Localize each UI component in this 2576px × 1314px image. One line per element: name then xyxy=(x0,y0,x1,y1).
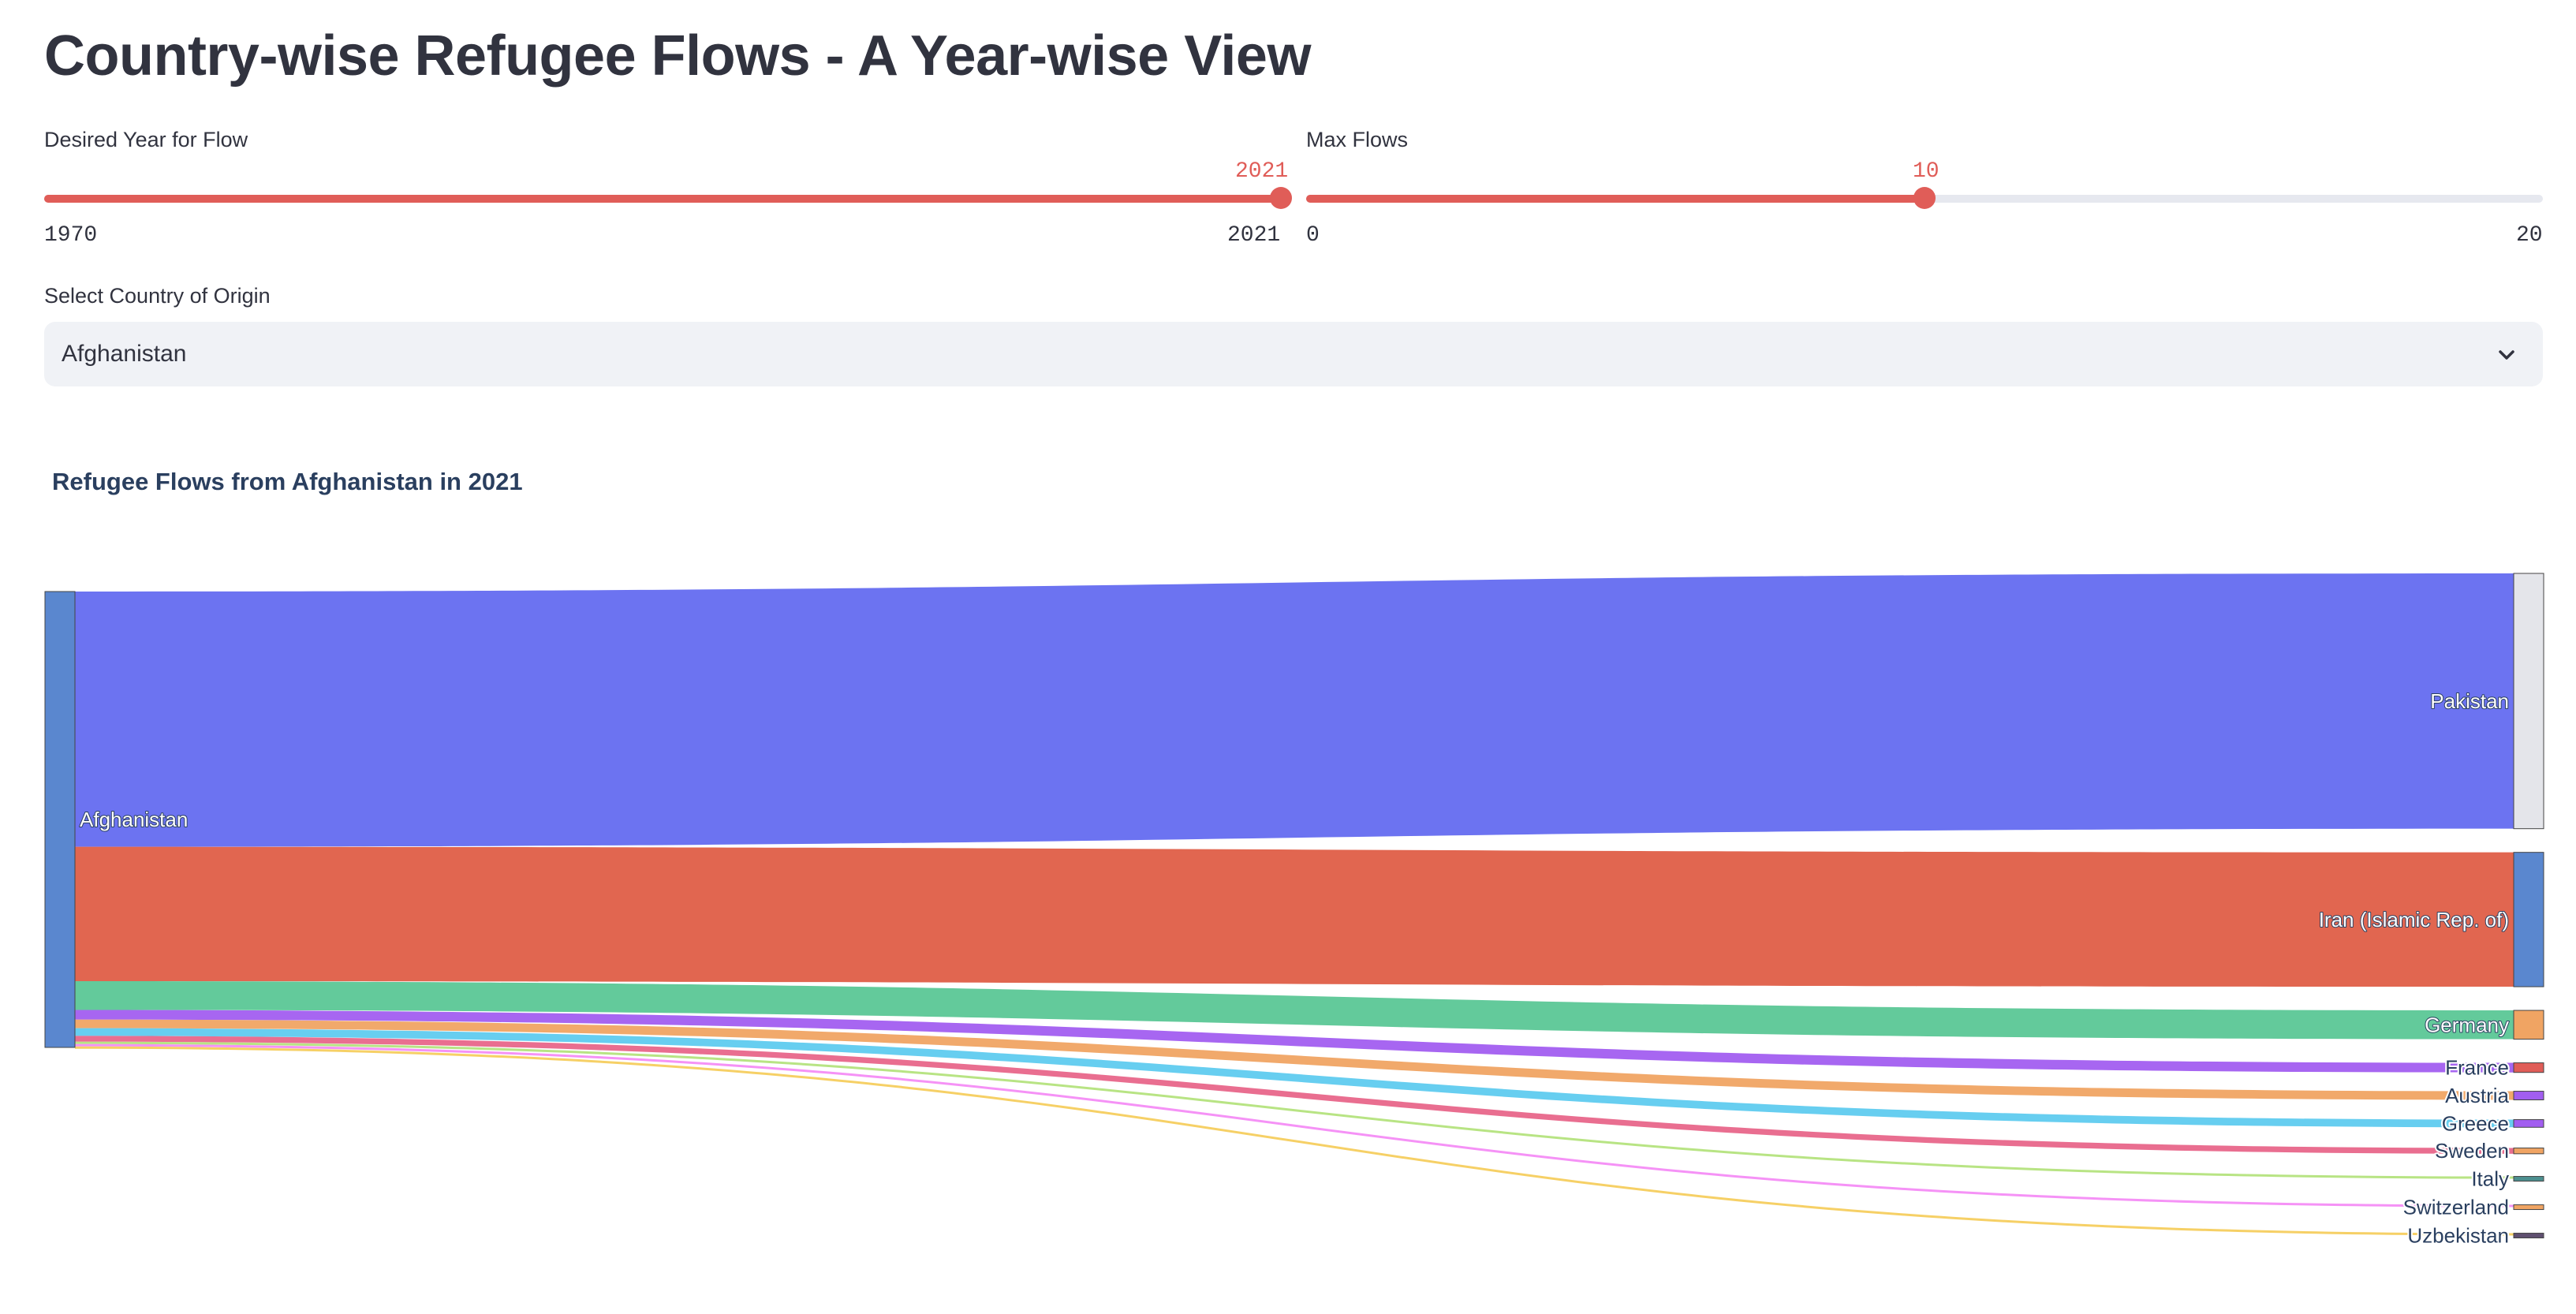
origin-select[interactable]: Afghanistan xyxy=(44,322,2543,386)
sankey-node-target[interactable] xyxy=(2513,1010,2544,1040)
sankey-link-france[interactable] xyxy=(75,1010,2514,1073)
flows-slider-fill xyxy=(1306,195,1925,203)
sankey-node-target[interactable] xyxy=(2513,1233,2544,1239)
year-slider-min: 1970 xyxy=(44,223,98,248)
year-slider-thumb[interactable] xyxy=(1270,187,1292,209)
flows-slider-track[interactable] xyxy=(1306,187,2543,209)
sankey-node-target[interactable] xyxy=(2513,1119,2544,1128)
sankey-link-iran-islamic-rep-of-[interactable] xyxy=(75,846,2514,987)
flows-slider-max: 20 xyxy=(2516,223,2543,248)
flows-slider-min: 0 xyxy=(1306,223,1320,248)
year-slider-max: 2021 xyxy=(1227,223,1281,248)
sankey-node-label: Austria xyxy=(2445,1084,2509,1107)
sankey-link-switzerland[interactable] xyxy=(75,1043,2514,1208)
sankey-node-source[interactable] xyxy=(44,591,76,1048)
sankey-node-target[interactable] xyxy=(2513,852,2544,987)
sankey-link-italy[interactable] xyxy=(75,1041,2514,1179)
chevron-down-icon xyxy=(2499,350,2514,360)
sankey-node-label: Sweden xyxy=(2435,1139,2509,1163)
chart-title: Refugee Flows from Afghanistan in 2021 xyxy=(52,468,523,495)
sankey-link-austria[interactable] xyxy=(75,1019,2514,1100)
sankey-node-target[interactable] xyxy=(2513,1148,2544,1155)
sankey-node-target[interactable] xyxy=(2513,1091,2544,1100)
year-slider-label: Desired Year for Flow xyxy=(44,128,248,151)
flows-slider-label: Max Flows xyxy=(1306,128,1409,151)
year-slider-track[interactable] xyxy=(44,187,1292,209)
year-slider-current-value: 2021 xyxy=(1235,159,1289,184)
sankey-node-target[interactable] xyxy=(2513,573,2544,830)
sankey-node-label: Germany xyxy=(2425,1013,2509,1036)
sankey-link-sweden[interactable] xyxy=(75,1036,2514,1154)
sankey-link-pakistan[interactable] xyxy=(75,573,2514,847)
sankey-node-label: Switzerland xyxy=(2403,1196,2509,1219)
sankey-node-label: Pakistan xyxy=(2430,689,2509,713)
sankey-node-label: Uzbekistan xyxy=(2407,1224,2509,1248)
sankey-node-label: France xyxy=(2445,1056,2509,1080)
sankey-node-target[interactable] xyxy=(2513,1062,2544,1073)
origin-select-value: Afghanistan xyxy=(62,341,187,367)
sankey-node-label: Afghanistan xyxy=(80,808,188,831)
flows-slider-thumb[interactable] xyxy=(1913,187,1936,209)
page-title: Country-wise Refugee Flows - A Year-wise… xyxy=(44,24,1311,88)
flows-slider-current-value: 10 xyxy=(1913,159,1939,184)
sankey-node-label: Greece xyxy=(2442,1111,2509,1135)
year-slider-fill xyxy=(44,195,1281,203)
sankey-node-label: Iran (Islamic Rep. of) xyxy=(2319,908,2509,931)
origin-select-label: Select Country of Origin xyxy=(44,284,271,308)
sankey-link-greece[interactable] xyxy=(75,1028,2514,1128)
sankey-node-label: Italy xyxy=(2471,1167,2509,1191)
sankey-link-uzbekistan[interactable] xyxy=(75,1046,2514,1236)
sankey-link-germany[interactable] xyxy=(75,981,2514,1040)
sankey-node-target[interactable] xyxy=(2513,1176,2544,1182)
sankey-node-target[interactable] xyxy=(2513,1204,2544,1211)
